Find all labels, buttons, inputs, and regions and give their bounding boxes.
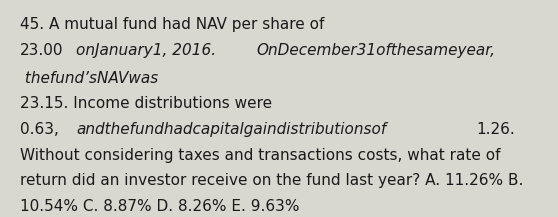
Text: 23.00: 23.00 (20, 43, 63, 58)
Text: 0.63,: 0.63, (20, 122, 63, 137)
Text: andthefundhadcapitalgaindistributionsof: andthefundhadcapitalgaindistributionsof (76, 122, 386, 137)
Text: 1.26.: 1.26. (477, 122, 515, 137)
Text: onJanuary1, 2016.: onJanuary1, 2016. (76, 43, 216, 58)
Text: 45. A mutual fund had NAV per share of: 45. A mutual fund had NAV per share of (20, 17, 324, 32)
Text: return did an investor receive on the fund last year? A. 11.26% B.: return did an investor receive on the fu… (20, 173, 523, 188)
Text: Without considering taxes and transactions costs, what rate of: Without considering taxes and transactio… (20, 148, 500, 163)
Text: 23.15. Income distributions were: 23.15. Income distributions were (20, 96, 272, 111)
Text: 10.54% C. 8.87% D. 8.26% E. 9.63%: 10.54% C. 8.87% D. 8.26% E. 9.63% (20, 199, 299, 214)
Text: thefund’sNAVwas: thefund’sNAVwas (20, 71, 158, 86)
Text: OnDecember31ofthesameyear,: OnDecember31ofthesameyear, (257, 43, 496, 58)
